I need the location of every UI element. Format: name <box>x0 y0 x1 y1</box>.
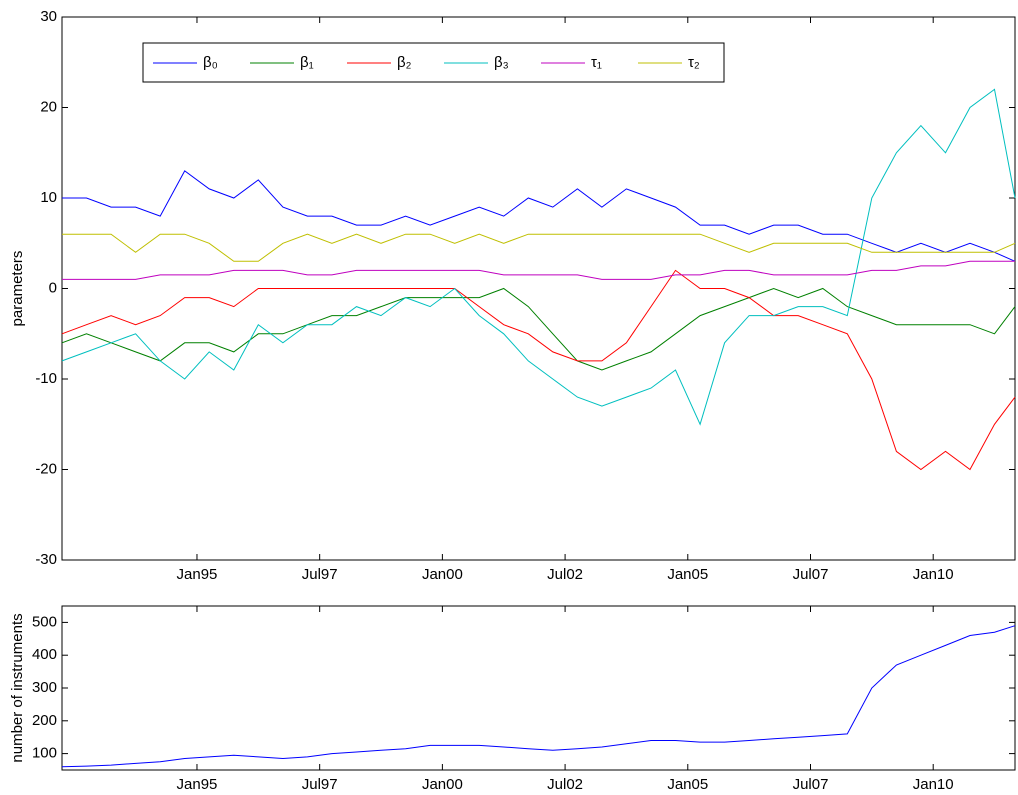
legend-label: β₀ <box>203 54 218 71</box>
y-tick-label: 500 <box>32 613 57 630</box>
x-tick-label: Jul02 <box>547 776 583 793</box>
y-tick-label: 20 <box>40 98 57 115</box>
x-tick-label: Jan95 <box>177 566 218 583</box>
series-line <box>61 269 1016 471</box>
plot-frame <box>61 16 1016 561</box>
legend-box <box>142 42 725 83</box>
x-tick-label: Jan10 <box>913 776 954 793</box>
series-line <box>62 170 1016 262</box>
legend-label: τ₂ <box>688 54 700 71</box>
series-line <box>61 88 1016 426</box>
y-tick-label: -10 <box>35 370 57 387</box>
x-tick-label: Jul07 <box>793 776 829 793</box>
series-line <box>61 287 1016 371</box>
legend-label: β₃ <box>494 54 509 71</box>
y-axis-label: parameters <box>9 251 26 327</box>
y-tick-label: 200 <box>32 712 57 729</box>
x-tick-label: Jul97 <box>302 566 338 583</box>
x-tick-label: Jan05 <box>667 566 708 583</box>
x-tick-label: Jan10 <box>913 566 954 583</box>
x-tick-label: Jul02 <box>547 566 583 583</box>
legend-label: β₁ <box>300 54 314 71</box>
series-line <box>61 625 1016 768</box>
y-tick-label: 100 <box>32 745 57 762</box>
x-tick-label: Jan00 <box>422 776 463 793</box>
y-tick-label: 10 <box>40 189 57 206</box>
series-line <box>62 260 1015 280</box>
y-tick-label: 30 <box>40 8 57 25</box>
y-tick-label: 300 <box>32 679 57 696</box>
y-tick-label: 400 <box>32 646 57 663</box>
x-tick-label: Jul97 <box>302 776 338 793</box>
y-tick-label: -20 <box>35 460 57 477</box>
y-tick-label: 0 <box>49 279 57 296</box>
y-tick-label: -30 <box>35 551 57 568</box>
x-tick-label: Jan00 <box>422 566 463 583</box>
y-axis-label: number of instruments <box>9 613 26 762</box>
x-tick-label: Jan95 <box>177 776 218 793</box>
series-line <box>62 233 1016 262</box>
legend-label: β₂ <box>397 54 412 71</box>
x-tick-label: Jan05 <box>667 776 708 793</box>
x-tick-label: Jul07 <box>793 566 829 583</box>
legend-label: τ₁ <box>591 54 602 71</box>
